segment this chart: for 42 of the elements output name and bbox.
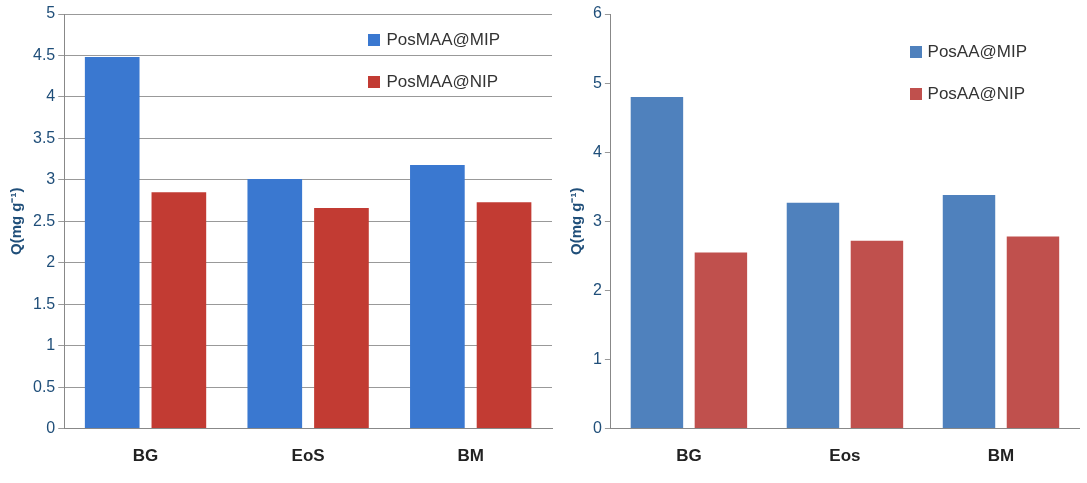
y-tick-label: 1 (46, 336, 56, 354)
y-tick-label: 0 (592, 419, 602, 437)
y-tick-label: 4 (46, 87, 56, 105)
legend-label: PosAA@MIP (927, 42, 1027, 62)
x-tick-label: BM (457, 446, 484, 466)
y-tick-label: 4.5 (32, 45, 56, 63)
y-tick-label: 5 (46, 4, 56, 22)
bar (694, 252, 748, 429)
x-tick-label: BM (987, 446, 1015, 466)
y-tick-label: 0 (46, 419, 56, 437)
y-tick-label: 1.5 (32, 294, 56, 312)
bar (410, 164, 465, 429)
legend-label: PosMAA@MIP (386, 30, 500, 50)
y-tick-label: 4 (592, 142, 602, 160)
legend-label: PosMAA@NIP (386, 72, 499, 92)
legend-label: PosAA@NIP (927, 84, 1026, 104)
bar (314, 208, 369, 429)
y-tick-label: 1 (592, 349, 602, 367)
bar (850, 240, 904, 429)
x-tick-label: BG (132, 446, 159, 466)
bar (84, 57, 140, 429)
bar (476, 202, 532, 429)
y-axis-title: Q(mg g⁻¹) (567, 187, 585, 256)
y-tick-label: 2 (46, 253, 56, 271)
x-tick-label: BG (676, 446, 702, 466)
y-tick-label: 6 (592, 4, 602, 22)
bar (942, 195, 996, 429)
y-tick-label: 3 (592, 211, 602, 229)
y-tick-label: 2 (592, 280, 602, 298)
y-tick-label: 3.5 (32, 128, 56, 146)
x-tick-label: Eos (829, 446, 861, 466)
y-tick-label: 3 (46, 170, 56, 188)
y-tick-label: 0.5 (32, 377, 56, 395)
y-axis-title: Q(mg g⁻¹) (7, 187, 25, 256)
y-tick-label: 2.5 (32, 211, 56, 229)
x-tick-label: EoS (291, 446, 325, 466)
bar (786, 202, 840, 429)
bar (151, 192, 207, 429)
y-tick-label: 5 (592, 73, 602, 91)
bar (630, 96, 684, 429)
bar (247, 179, 303, 429)
bar (1006, 236, 1060, 429)
